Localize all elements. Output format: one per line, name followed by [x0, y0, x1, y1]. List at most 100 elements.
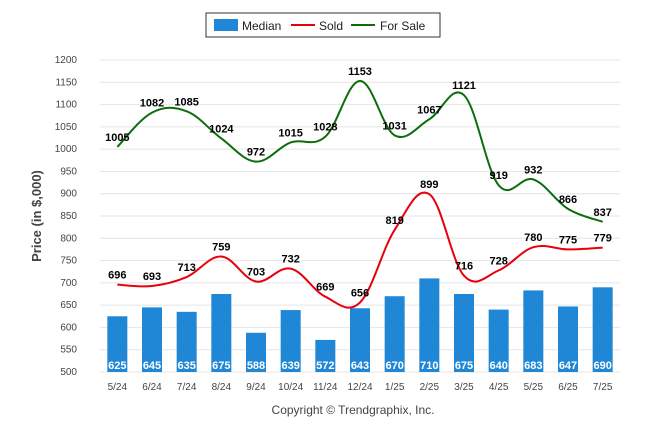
for-sale-point-label: 1153 — [348, 66, 372, 78]
median-bar — [488, 309, 509, 372]
x-tick-label: 7/24 — [177, 382, 197, 393]
for-sale-point-label: 1015 — [278, 127, 302, 139]
median-bar-label: 639 — [281, 360, 299, 372]
x-tick-label: 2/25 — [420, 382, 440, 393]
copyright-text: Copyright © Trendgraphix, Inc. — [272, 403, 435, 417]
median-bar — [419, 278, 440, 372]
for-sale-point-label: 1031 — [382, 120, 406, 132]
median-bar — [142, 307, 162, 372]
y-axis-ticks: 500 550 600 650 700 750 800 850 900 950 1000 1050 11… — [55, 55, 78, 378]
legend: Median Sold For Sale — [205, 12, 441, 38]
sold-point-label: 779 — [593, 233, 611, 245]
median-bar — [384, 296, 405, 372]
x-tick-label: 5/25 — [524, 382, 544, 393]
line-layer — [116, 79, 604, 309]
median-bar-label: 572 — [316, 360, 334, 372]
y-tick-label: 900 — [60, 189, 77, 200]
median-bar-label: 647 — [559, 360, 577, 372]
for-sale-point-label: 866 — [559, 194, 577, 206]
median-bar-label: 710 — [420, 360, 438, 372]
for-sale-point-label: 1121 — [452, 80, 476, 92]
y-tick-label: 1150 — [55, 77, 77, 88]
sold-point-label: 759 — [212, 242, 230, 254]
sold-point-label: 703 — [247, 267, 265, 279]
sold-point-label: 713 — [177, 262, 195, 274]
x-tick-label: 10/24 — [278, 382, 303, 393]
for-sale-point-label: 932 — [524, 164, 542, 176]
y-tick-label: 1000 — [55, 144, 78, 155]
median-bar — [315, 339, 336, 372]
for-sale-point-label: 1067 — [417, 104, 441, 116]
y-tick-label: 500 — [60, 367, 77, 378]
median-bar-label: 675 — [212, 360, 230, 372]
x-tick-label: 6/24 — [142, 382, 162, 393]
y-tick-label: 700 — [60, 278, 77, 289]
y-tick-label: 550 — [60, 345, 77, 356]
x-tick-label: 11/24 — [313, 382, 338, 393]
median-bar — [454, 294, 474, 372]
median-bar-label: 640 — [489, 360, 507, 372]
x-tick-label: 12/24 — [347, 382, 372, 393]
x-tick-label: 3/25 — [454, 382, 474, 393]
legend-box — [205, 12, 441, 38]
median-bar — [211, 294, 232, 372]
median-bar-label: 670 — [385, 360, 403, 372]
sold-point-label: 780 — [524, 232, 542, 244]
x-tick-label: 8/24 — [212, 382, 232, 393]
y-tick-label: 950 — [60, 166, 77, 177]
x-tick-label: 7/25 — [593, 382, 613, 393]
sold-point-label: 656 — [351, 287, 369, 299]
sold-point-label: 775 — [559, 234, 577, 246]
sold-point-label: 819 — [385, 215, 403, 227]
for-sale-point-label: 1082 — [140, 98, 164, 110]
median-bar — [350, 308, 370, 372]
median-bar — [246, 332, 266, 372]
grid-layer — [100, 59, 620, 373]
sold-line — [117, 191, 603, 309]
x-axis-ticks: 5/24 6/24 7/24 8/24 9/24 10/24 11/24 12/24 1/25 2… — [108, 382, 613, 393]
y-tick-label: 750 — [60, 256, 77, 267]
median-bar-label: 625 — [108, 360, 126, 372]
sold-point-label: 728 — [489, 255, 507, 267]
for-sale-point-label: 837 — [593, 207, 611, 219]
legend-label-median: Median — [242, 19, 281, 33]
sold-point-label: 696 — [108, 270, 126, 282]
legend-swatch-median — [214, 19, 238, 31]
y-tick-label: 1200 — [55, 55, 78, 66]
median-bar-label: 683 — [524, 360, 542, 372]
median-bar-label: 643 — [351, 360, 369, 372]
for-sale-line — [116, 79, 604, 223]
median-bar — [107, 316, 128, 372]
for-sale-point-label: 1024 — [209, 123, 234, 135]
median-bar-label: 588 — [247, 360, 265, 372]
median-bar-label: 645 — [143, 360, 161, 372]
y-tick-label: 850 — [60, 211, 77, 222]
median-bar-label: 675 — [455, 360, 473, 372]
median-bar — [592, 287, 613, 372]
x-tick-label: 5/24 — [108, 382, 128, 393]
median-bar-label: 690 — [593, 360, 611, 372]
for-sale-point-label: 1085 — [174, 96, 198, 108]
y-tick-label: 1050 — [55, 122, 78, 133]
for-sale-point-label: 1005 — [105, 132, 129, 144]
y-tick-label: 800 — [60, 233, 77, 244]
legend-label-sold: Sold — [319, 19, 343, 33]
sold-point-label: 716 — [455, 261, 473, 273]
sold-point-label: 732 — [281, 254, 299, 266]
x-tick-label: 6/25 — [558, 382, 578, 393]
bar-layer: 625 645 635 675 588 639 572 643 670 710 675 640 683 6… — [107, 278, 613, 372]
median-bar — [523, 290, 544, 372]
sold-point-label: 693 — [143, 271, 161, 283]
y-tick-label: 1100 — [55, 100, 77, 111]
sold-point-label: 669 — [316, 282, 334, 294]
for-sale-point-label: 972 — [247, 147, 265, 159]
y-tick-label: 600 — [60, 322, 77, 333]
median-bar-label: 635 — [177, 360, 195, 372]
x-tick-label: 1/25 — [385, 382, 405, 393]
sold-point-label: 899 — [420, 179, 438, 191]
for-sale-point-label: 919 — [489, 170, 507, 182]
point-label-layer: 696 693 713 759 703 732 669 656 819 899 716 728 780 7… — [105, 66, 612, 300]
y-tick-label: 650 — [60, 300, 77, 311]
